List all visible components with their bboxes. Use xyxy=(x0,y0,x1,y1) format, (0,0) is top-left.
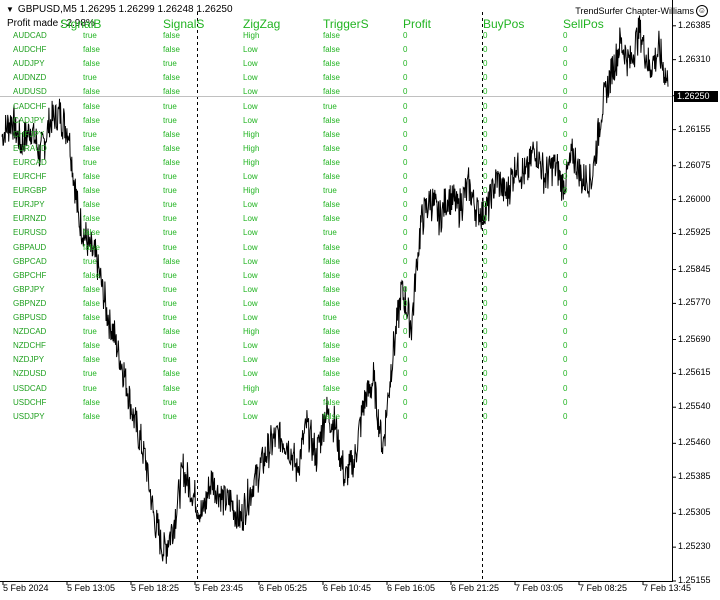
price-tick-label: 1.25305 xyxy=(678,507,711,518)
smiley-icon: ☺ xyxy=(696,5,708,17)
price-tick-label: 1.25385 xyxy=(678,471,711,482)
price-tick-label: 1.25690 xyxy=(678,333,711,344)
price-tick-label: 1.25230 xyxy=(678,541,711,552)
price-tick-label: 1.25155 xyxy=(678,575,711,585)
time-tick-label: 7 Feb 08:25 xyxy=(579,583,628,593)
time-tick-label: 6 Feb 10:45 xyxy=(323,583,372,593)
price-tick-label: 1.26155 xyxy=(678,123,711,134)
collapse-triangle-icon[interactable]: ▼ xyxy=(6,5,14,14)
time-tick-label: 6 Feb 05:25 xyxy=(259,583,308,593)
profit-made-label: Profit made : 2.98% xyxy=(7,18,95,29)
ea-name: TrendSurfer Chapter-Williams xyxy=(575,6,694,16)
time-axis xyxy=(2,581,644,585)
time-tick-label: 5 Feb 23:45 xyxy=(195,583,244,593)
time-tick-label: 6 Feb 21:25 xyxy=(451,583,500,593)
symbol-info: ▼ GBPUSD,M5 1.26295 1.26299 1.26248 1.262… xyxy=(6,4,233,15)
symbol-info-text: GBPUSD,M5 1.26295 1.26299 1.26248 1.2625… xyxy=(17,4,233,15)
time-tick-label: 7 Feb 13:45 xyxy=(643,583,692,593)
price-tick-label: 1.26385 xyxy=(678,19,711,30)
price-tick-label: 1.26075 xyxy=(678,159,711,170)
price-tick-label: 1.25460 xyxy=(678,437,711,448)
price-tick-label: 1.25770 xyxy=(678,297,711,308)
time-tick-label: 7 Feb 03:05 xyxy=(515,583,564,593)
time-tick-label: 5 Feb 13:05 xyxy=(67,583,116,593)
price-tick-label: 1.25925 xyxy=(678,227,711,238)
price-tick-label: 1.26310 xyxy=(678,53,711,64)
price-line xyxy=(1,15,669,564)
price-tick-label: 1.25615 xyxy=(678,367,711,378)
current-price-label: 1.26250 xyxy=(674,91,718,102)
price-axis xyxy=(672,25,676,582)
price-tick-label: 1.26000 xyxy=(678,193,711,204)
price-tick-label: 1.25540 xyxy=(678,401,711,412)
price-tick-label: 1.25845 xyxy=(678,263,711,274)
time-tick-label: 6 Feb 16:05 xyxy=(387,583,436,593)
time-tick-label: 5 Feb 18:25 xyxy=(131,583,180,593)
time-tick-label: 5 Feb 2024 xyxy=(3,583,49,593)
